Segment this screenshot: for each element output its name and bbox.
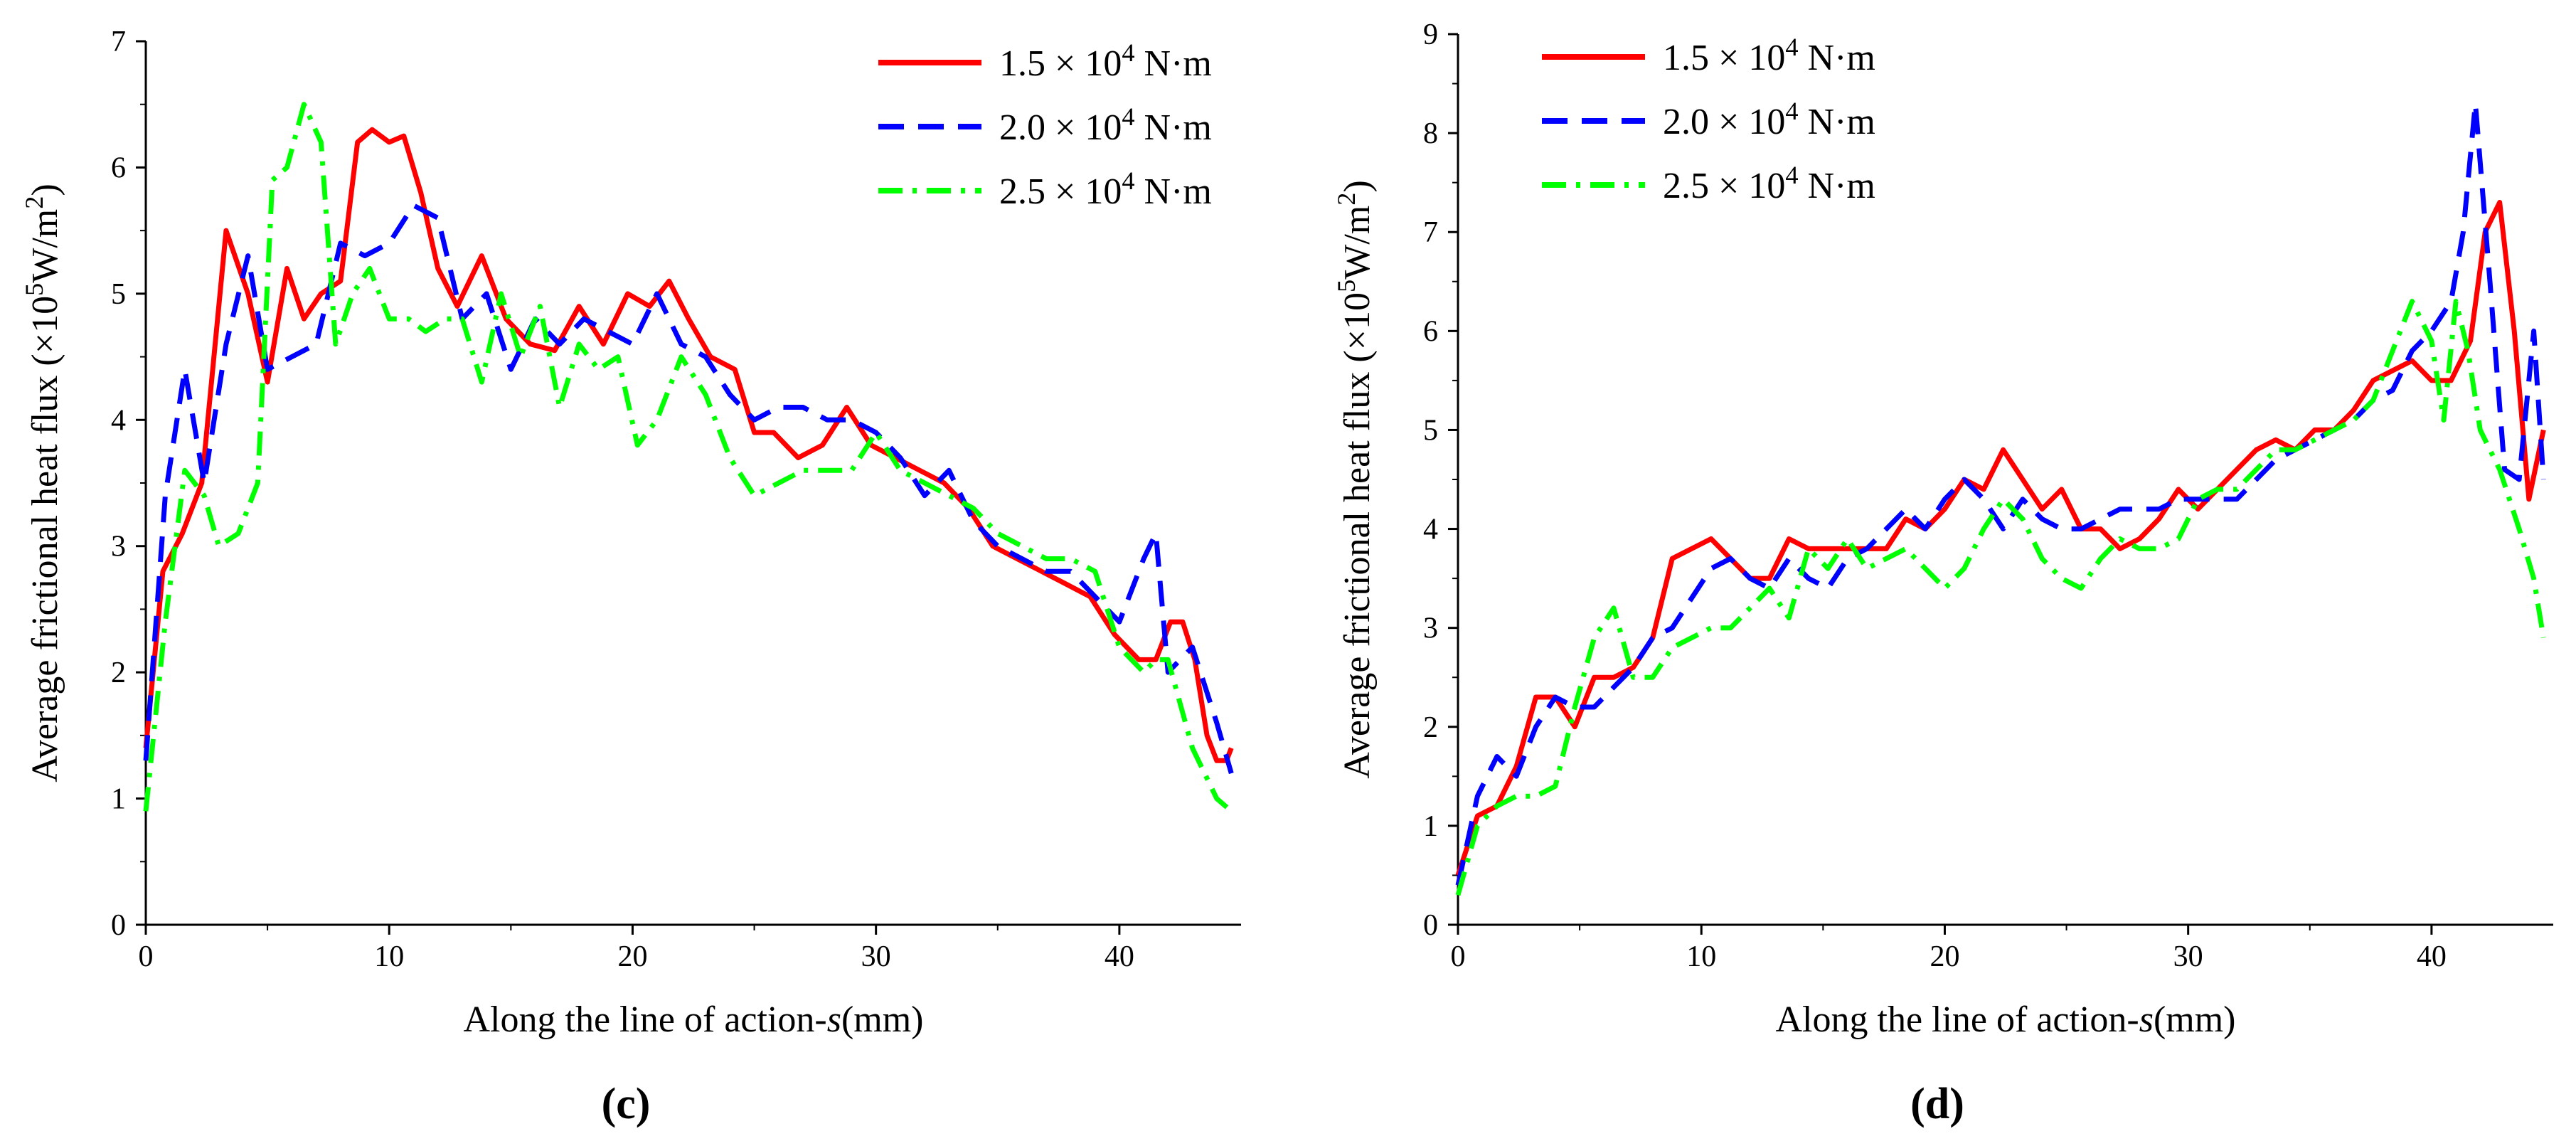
legend: 1.5 × 104 N·m 2.0 × 104 N·m 2.5 × 104 N·m — [878, 38, 1212, 212]
y-tick-label: 1 — [1423, 810, 1438, 843]
series-line-3 — [1455, 299, 2546, 896]
panel-label-c: (c) — [602, 1080, 651, 1128]
y-tick-label: 6 — [1423, 315, 1438, 348]
y-tick-label: 9 — [1423, 18, 1438, 51]
series-line-1 — [143, 127, 1234, 763]
y-axis-label: Average frictional heat flux (×105W/m2) — [20, 184, 65, 782]
x-axis-label: Along the line of action-s(mm) — [1776, 999, 2236, 1040]
x-tick-label: 0 — [139, 940, 154, 973]
x-tick-label: 20 — [617, 940, 647, 973]
x-tick-label: 40 — [2417, 940, 2447, 973]
series-line-2 — [1455, 100, 2546, 886]
y-axis-label: Average frictional heat flux (×105W/m2) — [1332, 180, 1378, 779]
legend-label-2: 2.0 × 104 N·m — [1663, 97, 1875, 142]
y-tick-label: 2 — [1423, 711, 1438, 744]
y-tick-label: 3 — [1423, 612, 1438, 645]
x-tick-label: 10 — [1686, 940, 1716, 973]
legend-label-3: 2.5 × 104 N·m — [1663, 161, 1875, 206]
y-tick-label: 6 — [111, 152, 126, 184]
x-tick-label: 30 — [861, 940, 891, 973]
panel-label-d: (d) — [1910, 1080, 1964, 1128]
y-tick-label: 8 — [1423, 117, 1438, 150]
y-tick-label: 5 — [1423, 414, 1438, 447]
x-tick-label: 20 — [1930, 940, 1959, 973]
chart-panel-c: 0 10 20 30 40 0 1 2 3 4 5 6 7 Along the line of actio… — [20, 26, 1241, 1040]
y-tick-label: 4 — [111, 404, 126, 437]
y-tick-label: 4 — [1423, 514, 1438, 546]
legend-label-3: 2.5 × 104 N·m — [999, 166, 1212, 212]
x-tick-label: 40 — [1105, 940, 1134, 973]
legend-label-2: 2.0 × 104 N·m — [999, 102, 1212, 148]
x-axis-label: Along the line of action-s(mm) — [464, 999, 924, 1040]
legend-label-1: 1.5 × 104 N·m — [999, 38, 1212, 84]
y-tick-label: 5 — [111, 278, 126, 311]
chart-panel-d: 0 10 20 30 40 0 1 2 3 4 5 6 7 8 9 Along the line of act… — [1332, 18, 2553, 1040]
legend: 1.5 × 104 N·m 2.0 × 104 N·m 2.5 × 104 N·m — [1542, 33, 1875, 206]
y-tick-label: 0 — [1423, 909, 1438, 942]
y-tick-label: 0 — [111, 909, 126, 942]
y-tick-label: 1 — [111, 783, 126, 816]
y-tick-label: 3 — [111, 531, 126, 563]
y-tick-label: 7 — [1423, 216, 1438, 249]
legend-label-1: 1.5 × 104 N·m — [1663, 33, 1875, 78]
y-tick-label: 2 — [111, 657, 126, 689]
x-tick-label: 0 — [1451, 940, 1466, 973]
x-tick-label: 10 — [374, 940, 404, 973]
series-line-3 — [143, 102, 1233, 813]
x-tick-label: 30 — [2173, 940, 2203, 973]
y-tick-label: 7 — [111, 26, 126, 58]
